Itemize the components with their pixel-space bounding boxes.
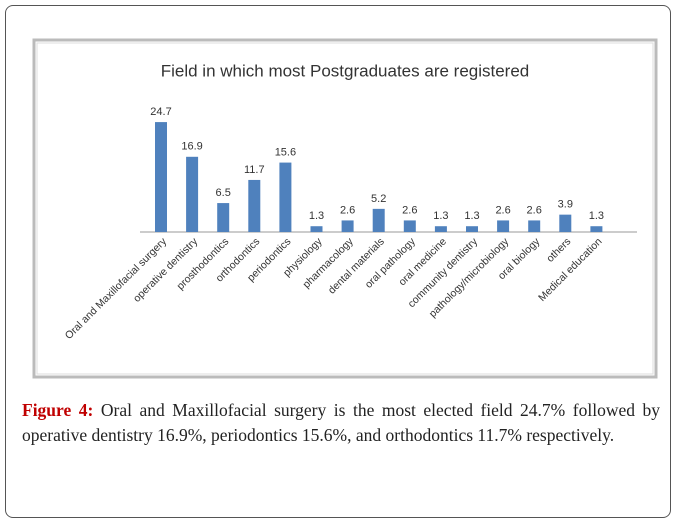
data-label: 1.3 <box>464 210 479 222</box>
bar <box>248 179 261 232</box>
data-label: 6.5 <box>216 187 231 199</box>
data-label: 11.7 <box>244 164 265 176</box>
figure-box <box>5 5 671 518</box>
bar <box>186 156 199 232</box>
caption: Figure 4: Oral and Maxillofacial surgery… <box>22 398 660 448</box>
caption-text: Oral and Maxillofacial surgery is the mo… <box>22 400 661 445</box>
bar <box>217 203 230 232</box>
caption-label: Figure 4: <box>22 400 94 420</box>
data-label: 24.7 <box>150 106 171 118</box>
bar <box>497 220 510 232</box>
chart-frame <box>32 38 658 379</box>
bar <box>372 208 385 232</box>
bar <box>155 122 167 232</box>
data-label: 2.6 <box>495 204 510 216</box>
bar <box>434 226 447 232</box>
data-label: 15.6 <box>275 146 296 158</box>
bar <box>466 226 478 232</box>
data-label: 1.3 <box>433 210 448 222</box>
bar <box>279 162 292 232</box>
bar <box>528 220 541 232</box>
bar <box>341 220 354 232</box>
bar <box>403 220 416 232</box>
data-label: 2.6 <box>402 204 417 216</box>
data-label: 3.9 <box>558 199 573 211</box>
bar <box>590 226 603 232</box>
data-label: 2.6 <box>340 204 355 216</box>
data-label: 16.9 <box>181 141 202 153</box>
data-label: 5.2 <box>371 193 386 205</box>
data-label: 1.3 <box>309 210 324 222</box>
chart-title: Field in which most Postgraduates are re… <box>161 61 530 80</box>
bar <box>310 226 323 232</box>
bar <box>559 214 572 232</box>
data-label: 2.6 <box>527 204 542 216</box>
data-label: 1.3 <box>589 210 604 222</box>
chart-frame-inner <box>36 42 654 375</box>
